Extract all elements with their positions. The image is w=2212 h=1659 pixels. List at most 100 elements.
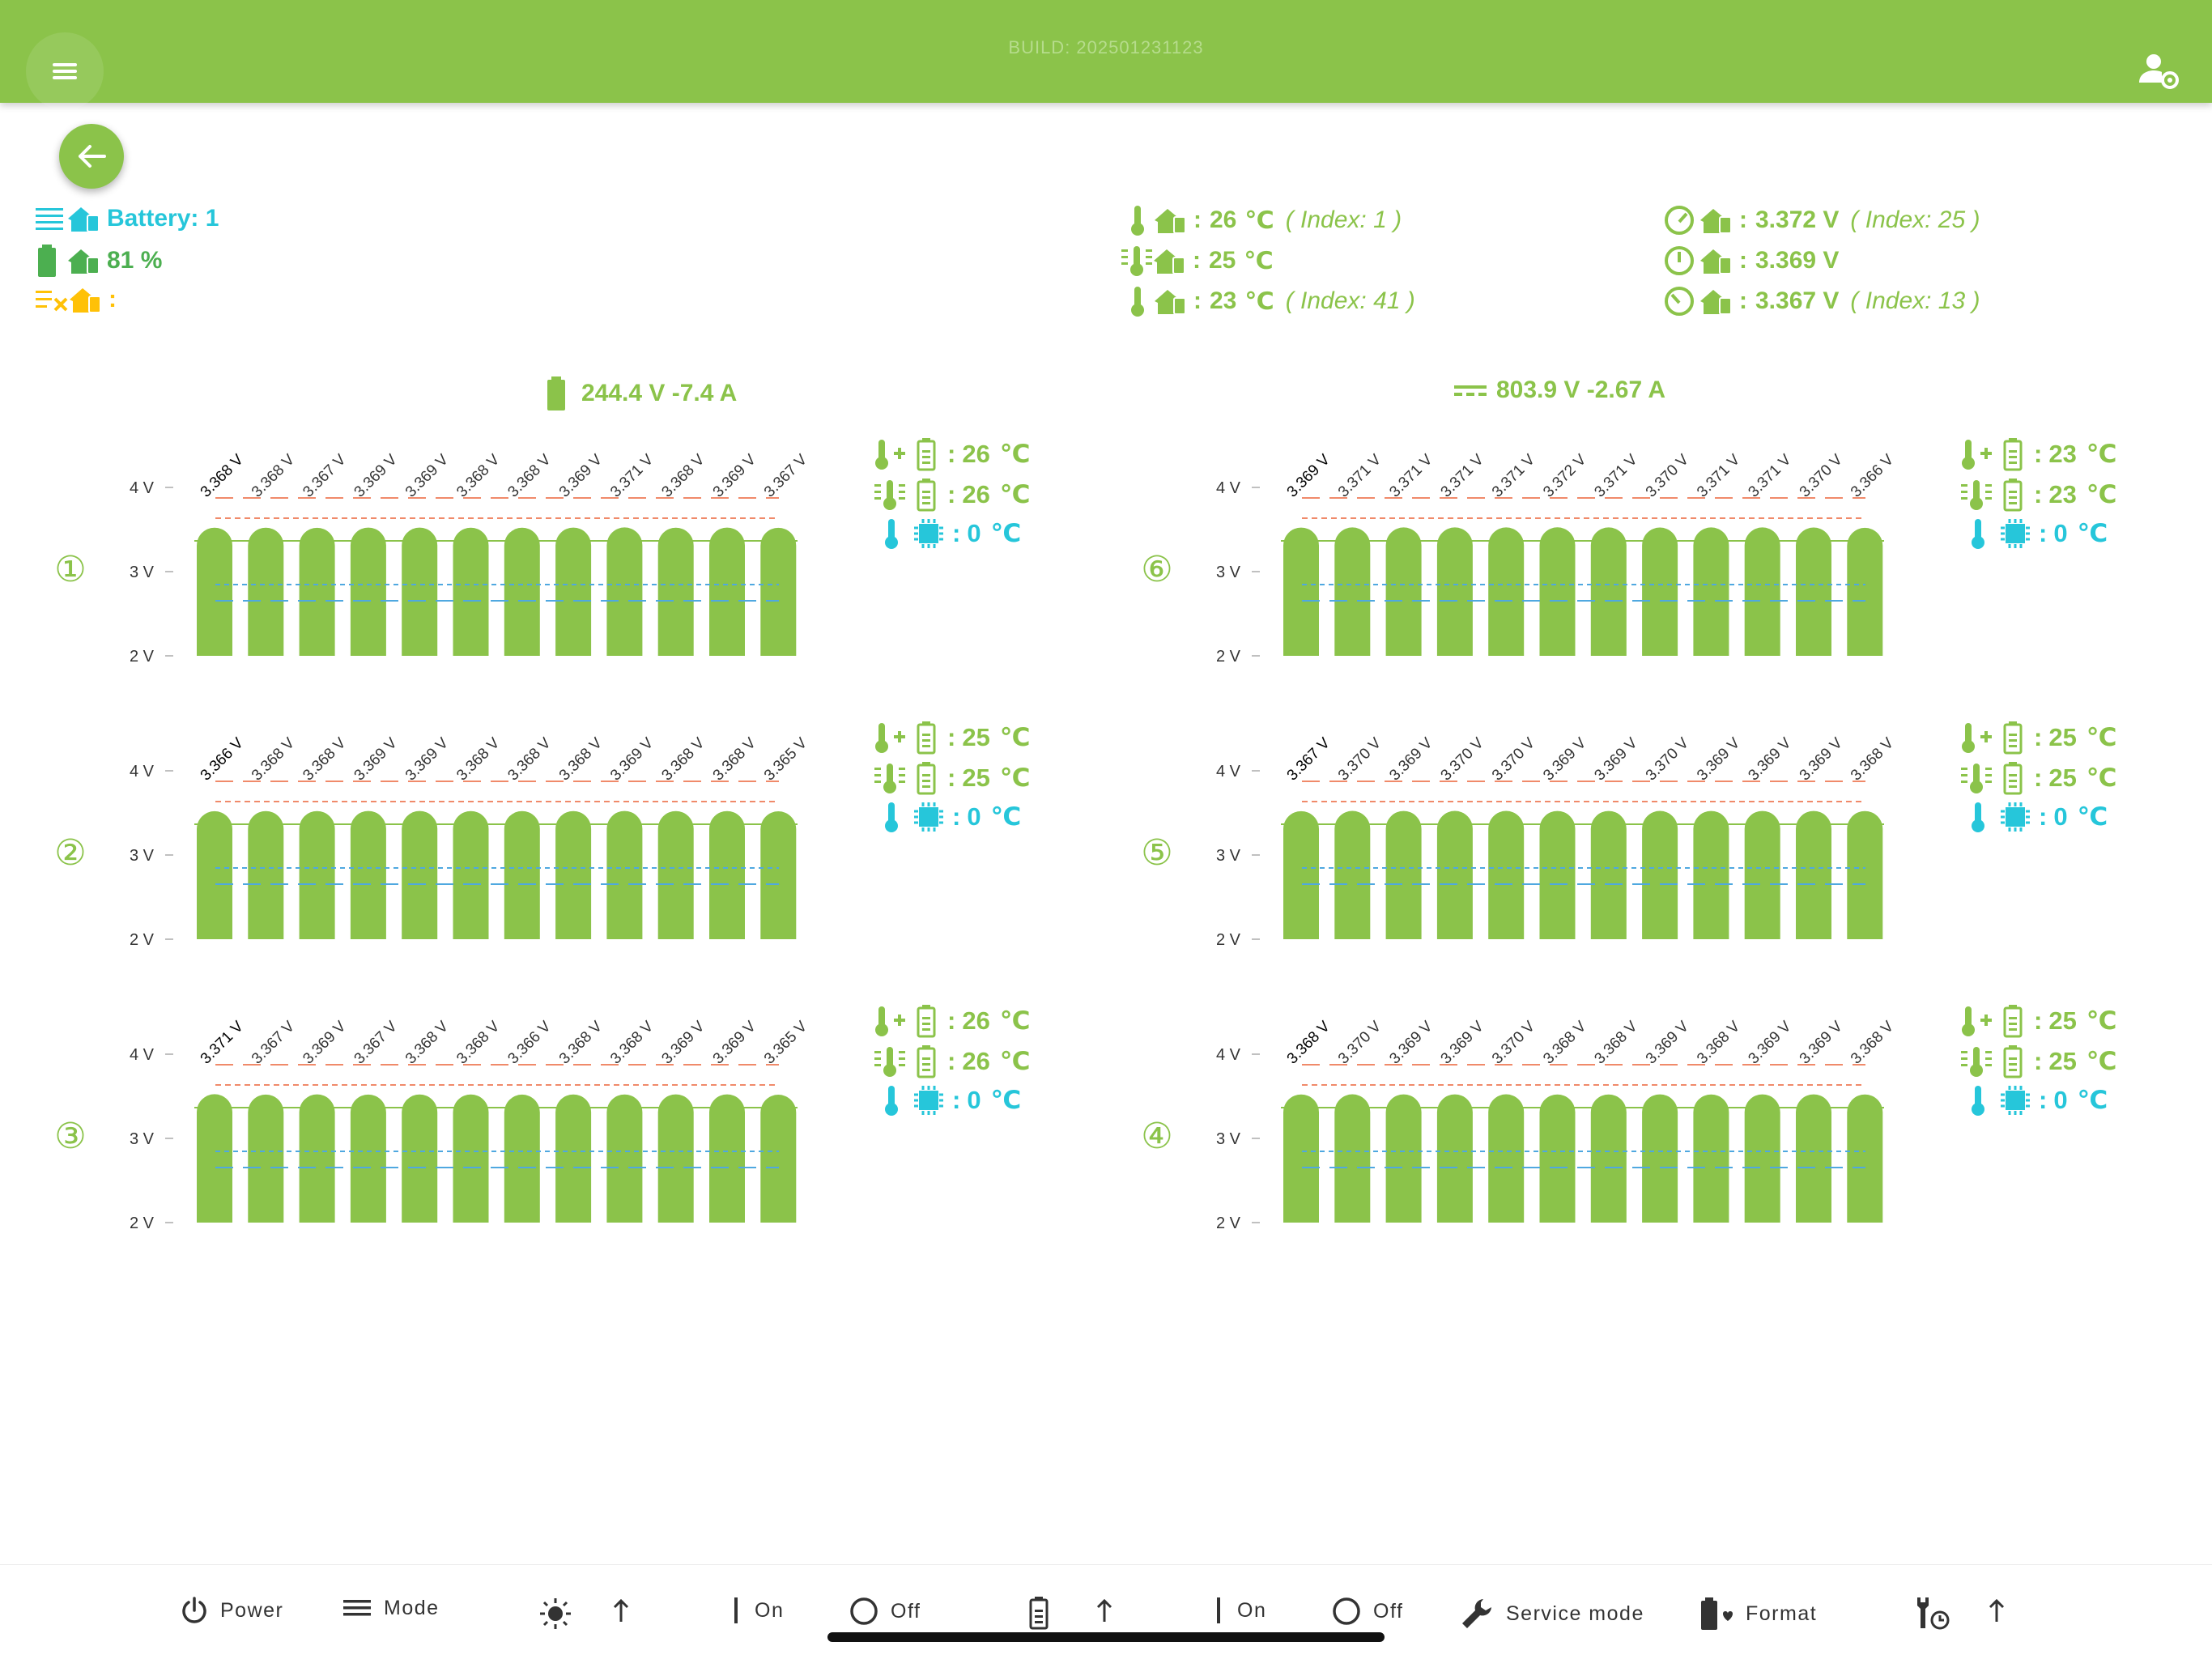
temp-unit: ℃ <box>2077 802 2108 831</box>
chip-temp-line: :0 ℃ <box>1961 800 2108 834</box>
cell-bar <box>1488 810 1525 939</box>
format-button[interactable]: Format <box>1699 1596 1817 1631</box>
menu-icon <box>53 63 77 66</box>
cell-bar <box>1436 1094 1473 1223</box>
temp-min-index: ( Index: 41 ) <box>1285 287 1415 314</box>
temp-value: 25 <box>962 764 990 792</box>
axis-tick-label: 2 V <box>1216 931 1241 949</box>
tool-up-button[interactable] <box>1987 1596 2018 1625</box>
tool-schedule-button[interactable] <box>1912 1596 1963 1631</box>
cell-voltage-label: 3.368 V <box>658 451 708 500</box>
back-button[interactable] <box>59 124 124 189</box>
cell-bar <box>760 811 797 939</box>
home-battery-icon <box>68 207 100 232</box>
chip-icon <box>914 802 943 832</box>
on-button-2[interactable]: On <box>1211 1596 1266 1625</box>
cell-voltage-label: 3.371 V <box>1438 451 1487 500</box>
cell-voltage-label: 3.369 V <box>658 1018 708 1067</box>
colon: : <box>2039 1086 2048 1114</box>
off-button-1[interactable]: Off <box>849 1596 921 1627</box>
cell-voltage-label: 3.369 V <box>1643 1018 1692 1067</box>
cell-voltage-label: 3.369 V <box>1694 734 1743 784</box>
module-number: ⑥ <box>1141 549 1172 590</box>
colon: : <box>947 764 956 792</box>
cell-voltage-label: 3.368 V <box>1591 1018 1640 1067</box>
cell-voltage-label: 3.368 V <box>1848 1018 1897 1067</box>
temp-unit: ℃ <box>999 1047 1031 1075</box>
warning-list-icon <box>36 291 68 312</box>
battery-cell-icon <box>2003 721 2023 755</box>
cell-voltage-label: 3.367 V <box>249 1018 298 1067</box>
axis-tick-label: 4 V <box>1216 1046 1241 1064</box>
chip-temp-line: :0 ℃ <box>1961 517 2108 551</box>
axis-tick-label: 2 V <box>130 931 155 949</box>
temp-max-line: :26 ℃ <box>874 437 1030 471</box>
off-label-2: Off <box>1373 1599 1404 1623</box>
user-settings-icon[interactable] <box>2138 50 2180 92</box>
brightness-button[interactable] <box>538 1596 585 1631</box>
cell-voltage-label: 3.368 V <box>1694 1018 1743 1067</box>
temp-unit: ℃ <box>2086 1006 2117 1035</box>
power-button[interactable]: Power <box>180 1596 283 1625</box>
chip-temp-line: :0 ℃ <box>874 800 1021 834</box>
cell-voltage-chart: ②4 V3 V2 V3.366 V 3.368 V 3.368 V 3.369 V 3.… <box>54 734 810 949</box>
temp-value: 0 <box>2053 802 2068 831</box>
cell-voltage-label: 3.371 V <box>1489 451 1538 500</box>
cell-bar <box>1436 527 1473 656</box>
battery-pack-headline: 244.4 V -7.4 A <box>544 376 737 410</box>
colon: : <box>1193 247 1201 274</box>
mode-button[interactable]: Mode <box>342 1596 440 1620</box>
cell-voltage-label: 3.371 V <box>1694 451 1743 500</box>
cell-bar <box>1334 527 1371 656</box>
battery-number-row: Battery: 1 <box>36 204 219 233</box>
menu-button[interactable] <box>26 32 104 110</box>
brightness-icon <box>540 1598 571 1629</box>
colon: : <box>952 519 961 547</box>
cell-voltage-label: 3.371 V <box>1745 451 1794 500</box>
battery-up-button[interactable] <box>1095 1596 1125 1625</box>
brightness-up-button[interactable] <box>611 1596 642 1625</box>
soc-row: 81 % <box>36 245 162 277</box>
cell-bar <box>709 527 745 656</box>
colon: : <box>947 1006 956 1035</box>
chip-icon <box>2001 519 2030 548</box>
axis-tick-label: 2 V <box>1216 648 1241 666</box>
cell-voltage-label: 3.366 V <box>198 734 247 784</box>
cell-voltage-label: 3.365 V <box>761 734 810 784</box>
cell-voltage-label: 3.369 V <box>1797 734 1846 784</box>
temp-avg-row: : 25 ℃ <box>1121 245 1274 277</box>
cell-voltage-label: 3.369 V <box>1745 734 1794 784</box>
colon: : <box>947 1047 956 1075</box>
tool-clock-icon <box>1917 1597 1950 1630</box>
v-min-row: : 3.367 V ( Index: 13 ) <box>1663 285 1980 317</box>
battery-cell-icon <box>917 1045 936 1078</box>
temp-value: 0 <box>2053 1086 2068 1114</box>
temp-avg-line: :25 ℃ <box>1961 1044 2116 1078</box>
thermometer-icon <box>885 1086 898 1116</box>
chip-icon <box>2001 802 2030 832</box>
temp-value: 26 <box>962 440 990 468</box>
cell-voltage-label: 3.368 V <box>453 1018 503 1067</box>
v-max-row: : 3.372 V ( Index: 25 ) <box>1663 204 1980 236</box>
cell-bar <box>606 527 643 656</box>
arrow-up-icon <box>1989 1598 2005 1622</box>
temp-max-row: : 26 ℃ ( Index: 1 ) <box>1127 204 1402 236</box>
v-min-index: ( Index: 13 ) <box>1850 287 1980 314</box>
colon: : <box>1193 287 1202 314</box>
arrow-left-icon <box>79 145 106 168</box>
cell-bar <box>350 527 386 656</box>
chip-icon <box>2001 1086 2030 1115</box>
off-button-2[interactable]: Off <box>1331 1596 1403 1627</box>
format-label: Format <box>1746 1602 1818 1625</box>
temp-unit: ℃ <box>2077 519 2108 547</box>
service-mode-button[interactable]: Service mode <box>1459 1596 1644 1631</box>
temp-unit: ℃ <box>990 802 1022 831</box>
home-battery-icon <box>1700 290 1732 315</box>
axis-tick-label: 2 V <box>1216 1214 1241 1232</box>
on-button-1[interactable]: On <box>729 1596 784 1625</box>
battery-button[interactable] <box>1027 1596 1062 1630</box>
cell-voltage-label: 3.368 V <box>300 734 349 784</box>
axis-tick-label: 2 V <box>130 1214 155 1232</box>
on-label-2: On <box>1237 1598 1267 1622</box>
thermometer-plus-icon <box>1962 440 1992 470</box>
